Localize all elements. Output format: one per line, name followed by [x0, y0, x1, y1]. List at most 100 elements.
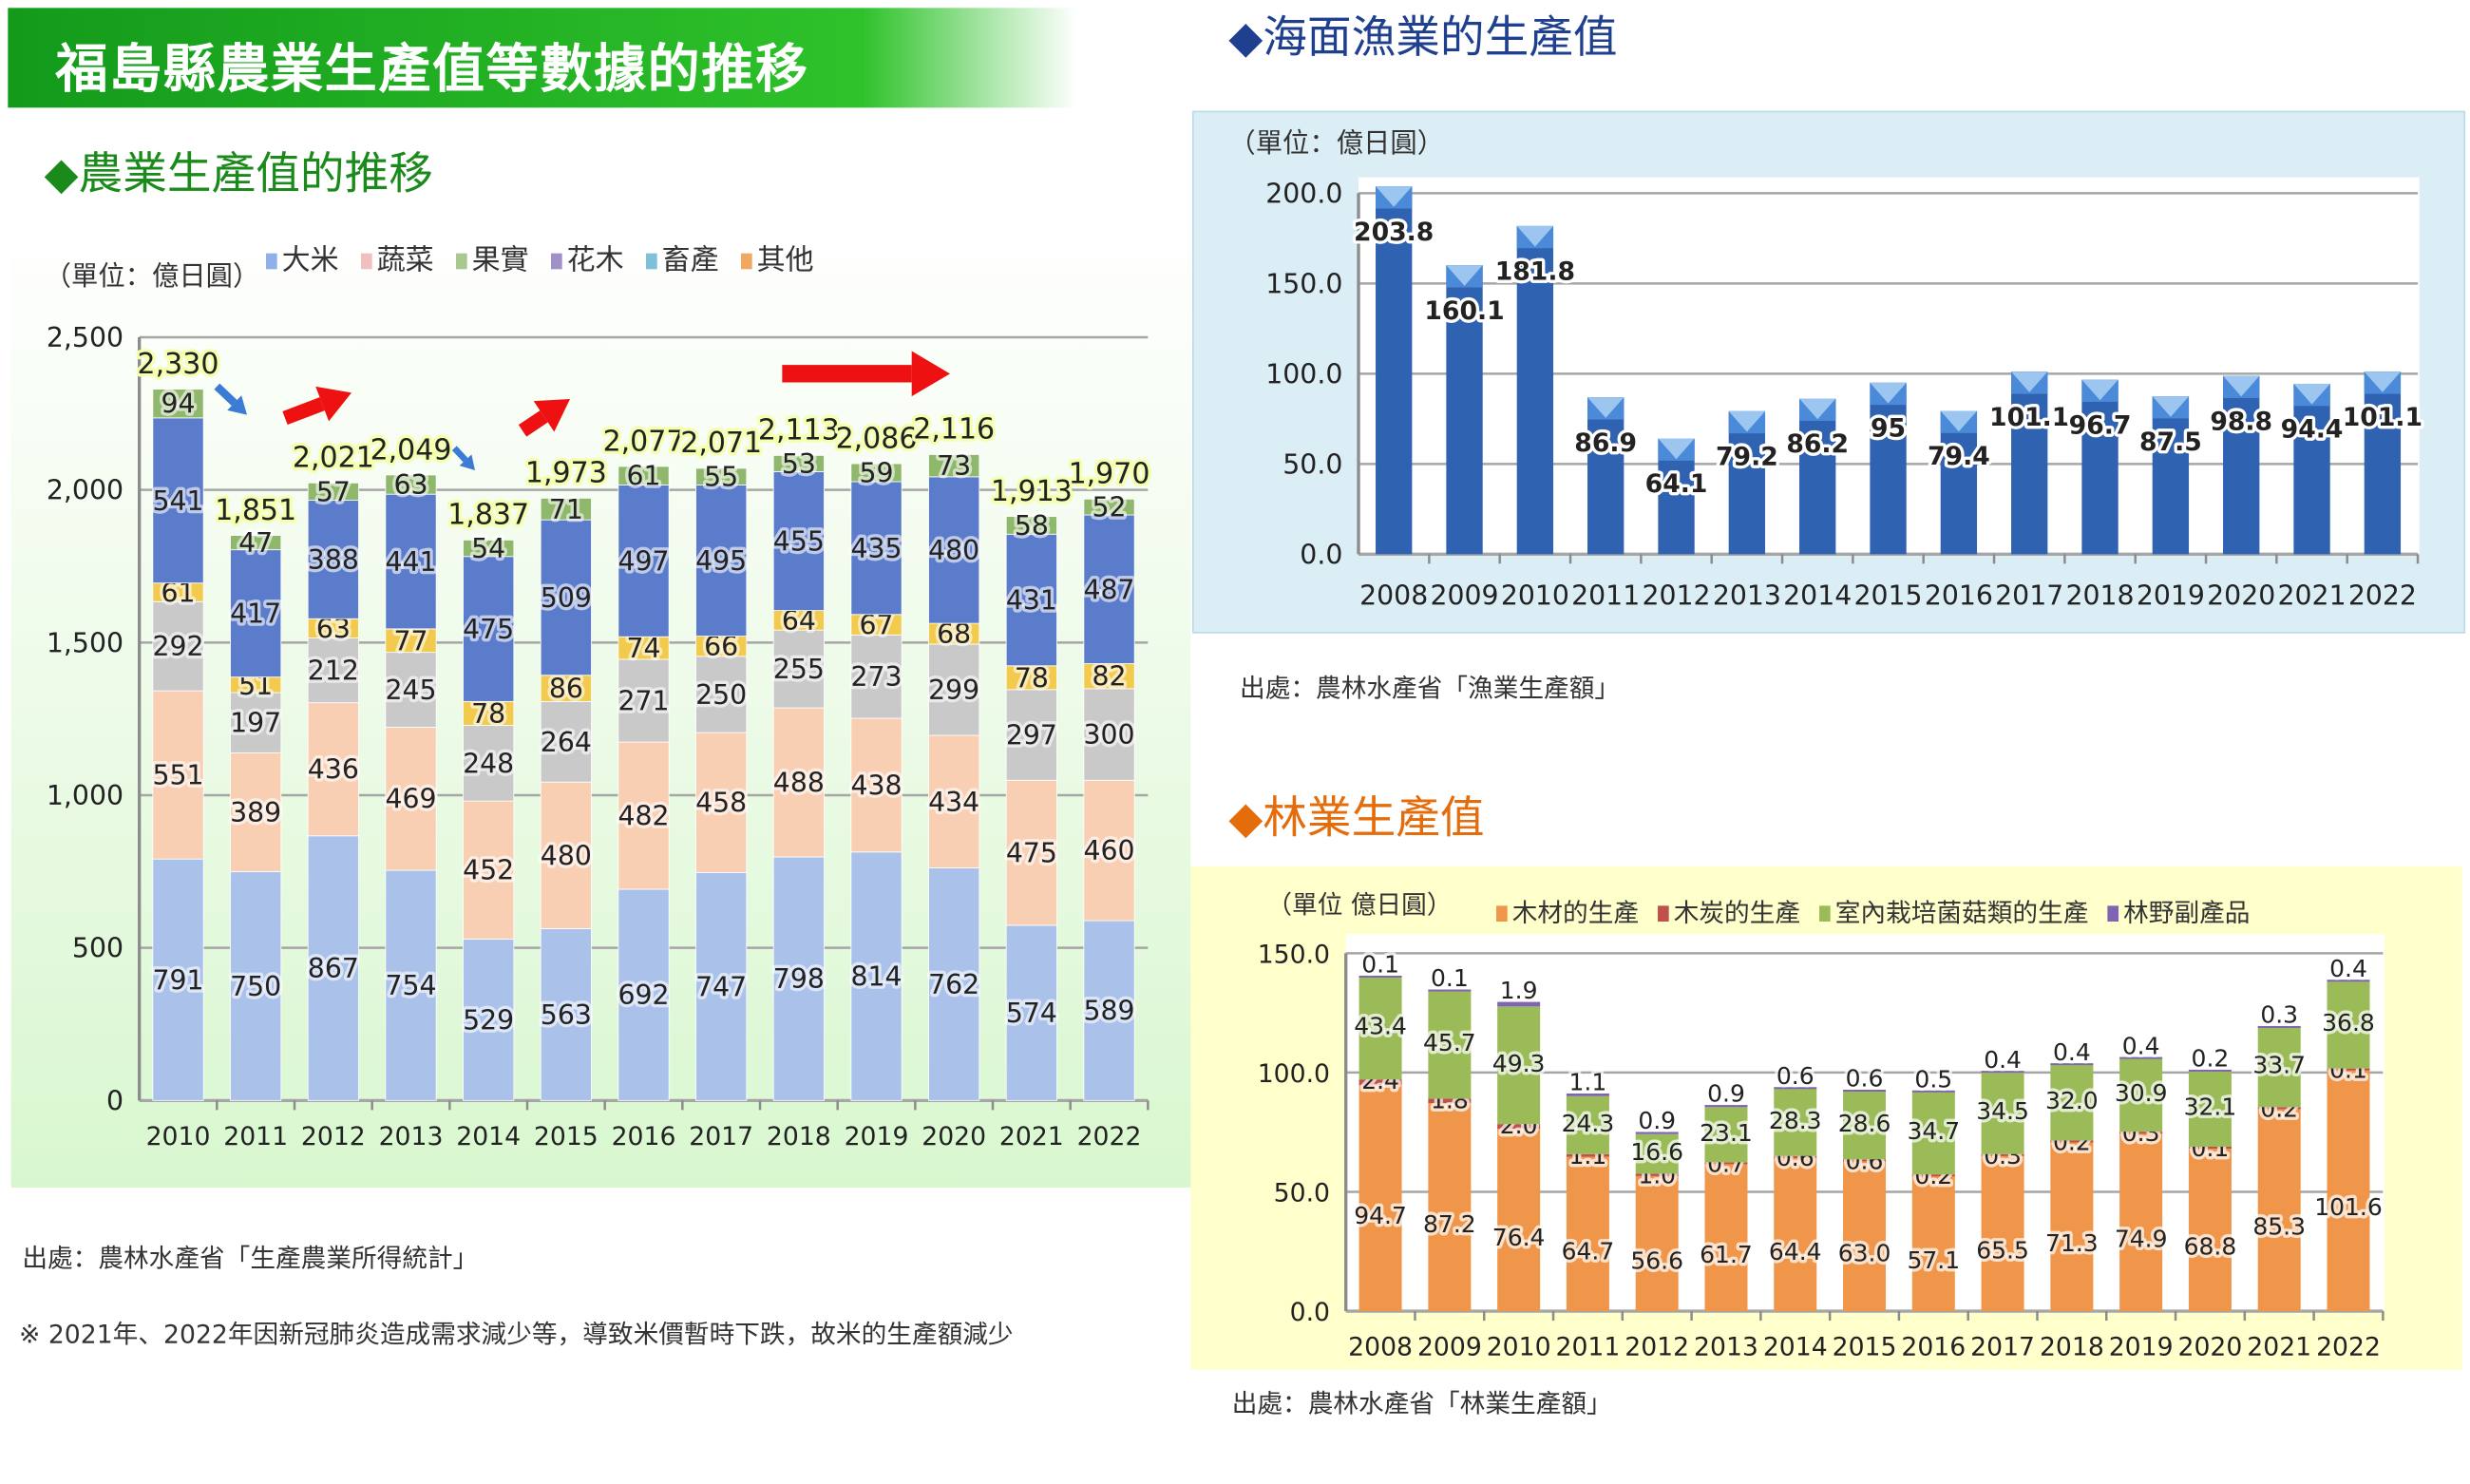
x-tick-label: 2014 — [1763, 1333, 1828, 1362]
bar-segment — [230, 535, 282, 551]
data-label: 86.2 — [1786, 429, 1849, 459]
bar — [1728, 410, 1766, 555]
data-label: 78 — [1015, 662, 1049, 694]
y-tick-label: 0.0 — [1290, 1298, 1330, 1327]
data-label: 541 — [152, 485, 203, 517]
data-label: 94 — [161, 389, 195, 420]
x-tick-label: 2011 — [223, 1122, 288, 1151]
fishery-source: 出處：農林水產省「漁業生產額」 — [1240, 673, 1621, 704]
y-tick-label: 100.0 — [1265, 358, 1342, 390]
bar-segment — [2188, 1070, 2232, 1148]
data-label: 867 — [308, 953, 359, 984]
arrow-head — [533, 399, 571, 432]
x-tick-label: 2019 — [2137, 580, 2205, 612]
data-label: 0.6 — [1846, 1065, 1884, 1093]
bar-segment — [1911, 1174, 1955, 1312]
data-label: 87.5 — [2139, 428, 2202, 457]
data-label: 438 — [850, 770, 902, 801]
fishery-unit-label: （單位：億日圓） — [1228, 128, 1445, 161]
data-label: 551 — [152, 760, 203, 791]
y-tick-label: 2,500 — [47, 322, 124, 353]
y-tick-label: 1,000 — [47, 780, 124, 811]
bar-segment — [1083, 779, 1135, 922]
bar-cap-chevron — [1376, 186, 1413, 207]
data-label: 34.5 — [1976, 1097, 2029, 1125]
bar-segment — [772, 454, 825, 472]
x-tick-label: 2019 — [845, 1122, 909, 1151]
bar-cap-chevron — [2152, 396, 2190, 417]
bar-segment — [772, 629, 825, 709]
bar-segment — [2257, 1107, 2301, 1312]
data-label: 255 — [773, 654, 825, 685]
legend-swatch — [456, 253, 467, 270]
bar-segment — [2050, 1140, 2094, 1143]
total-label: 1,837 — [447, 499, 529, 532]
x-tick-label: 2017 — [1995, 580, 2063, 612]
bar-segment — [1635, 1173, 1679, 1176]
data-label: 245 — [385, 675, 436, 706]
x-tick-label: 2014 — [1783, 580, 1852, 612]
bar — [1376, 186, 1413, 555]
data-label: 54 — [471, 533, 505, 564]
bar-segment — [1566, 1156, 1609, 1312]
bar-segment — [2119, 1056, 2163, 1059]
bar-segment — [307, 482, 359, 502]
data-label: 250 — [695, 679, 747, 711]
bar-segment — [1911, 1174, 1955, 1177]
data-label: 0.9 — [1707, 1080, 1745, 1108]
data-label: 0.3 — [2260, 1001, 2298, 1029]
x-tick-label: 2020 — [2178, 1333, 2243, 1362]
bar-cap-chevron — [1516, 225, 1554, 247]
agriculture-source: 出處：農林水產省「生產農業所得統計」 — [22, 1243, 479, 1274]
data-label: 754 — [385, 970, 436, 1001]
page-title: 福島縣農業生產值等數據的推移 — [55, 38, 809, 101]
data-label: 71.3 — [2045, 1229, 2099, 1257]
bar-segment — [1981, 1154, 2024, 1312]
data-label: 495 — [695, 545, 747, 577]
total-label: 1,973 — [525, 457, 607, 490]
data-label: 441 — [385, 546, 436, 578]
x-tick-label: 2012 — [1642, 580, 1710, 612]
bar-segment — [850, 851, 902, 1101]
legend-swatch — [1658, 905, 1669, 923]
bar-segment — [1566, 1153, 1609, 1157]
data-label: 28.6 — [1838, 1110, 1891, 1137]
data-label: 460 — [1083, 835, 1134, 866]
y-tick-label: 100.0 — [1258, 1059, 1330, 1089]
data-label: 45.7 — [1423, 1029, 1476, 1056]
y-tick-label: 500 — [72, 933, 124, 964]
bar-segment — [1083, 920, 1135, 1101]
bar-segment — [1497, 1129, 1541, 1312]
legend-item: 畜產 — [646, 238, 719, 278]
x-tick-label: 2022 — [2316, 1333, 2381, 1362]
data-label: 94.7 — [1354, 1202, 1407, 1229]
data-label: 28.3 — [1769, 1107, 1822, 1134]
total-label: 2,071 — [680, 427, 762, 460]
data-label: 74 — [626, 633, 660, 664]
bar-segment — [1005, 779, 1057, 926]
increase-arrow-icon — [782, 351, 951, 397]
x-tick-label: 2011 — [1571, 580, 1640, 612]
x-tick-label: 2016 — [1901, 1333, 1966, 1362]
legend-item: 果實 — [456, 238, 529, 278]
bar-cap-chevron — [2293, 383, 2330, 405]
data-label: 292 — [152, 631, 203, 662]
bar-segment — [2257, 1026, 2301, 1108]
bar-segment — [928, 867, 980, 1101]
bar-segment — [463, 800, 515, 940]
data-label: 32.0 — [2045, 1087, 2099, 1114]
bar-segment — [1566, 1095, 1609, 1154]
forestry-heading: ◆林業生產值 — [1228, 791, 1485, 845]
x-tick-label: 2020 — [922, 1122, 986, 1151]
data-label: 86 — [549, 674, 583, 705]
agriculture-legend: 大米 蔬菜 果實 花木 畜產 其他 — [266, 238, 814, 278]
legend-item: 大米 — [266, 238, 339, 278]
y-tick-label: 0.0 — [1300, 539, 1342, 570]
x-tick-label: 2018 — [2040, 1333, 2104, 1362]
x-tick-label: 2013 — [1694, 1333, 1758, 1362]
bar-segment — [152, 600, 204, 692]
data-label: 63 — [393, 469, 428, 501]
x-tick-label: 2021 — [999, 1122, 1064, 1151]
bar — [1446, 265, 1483, 555]
